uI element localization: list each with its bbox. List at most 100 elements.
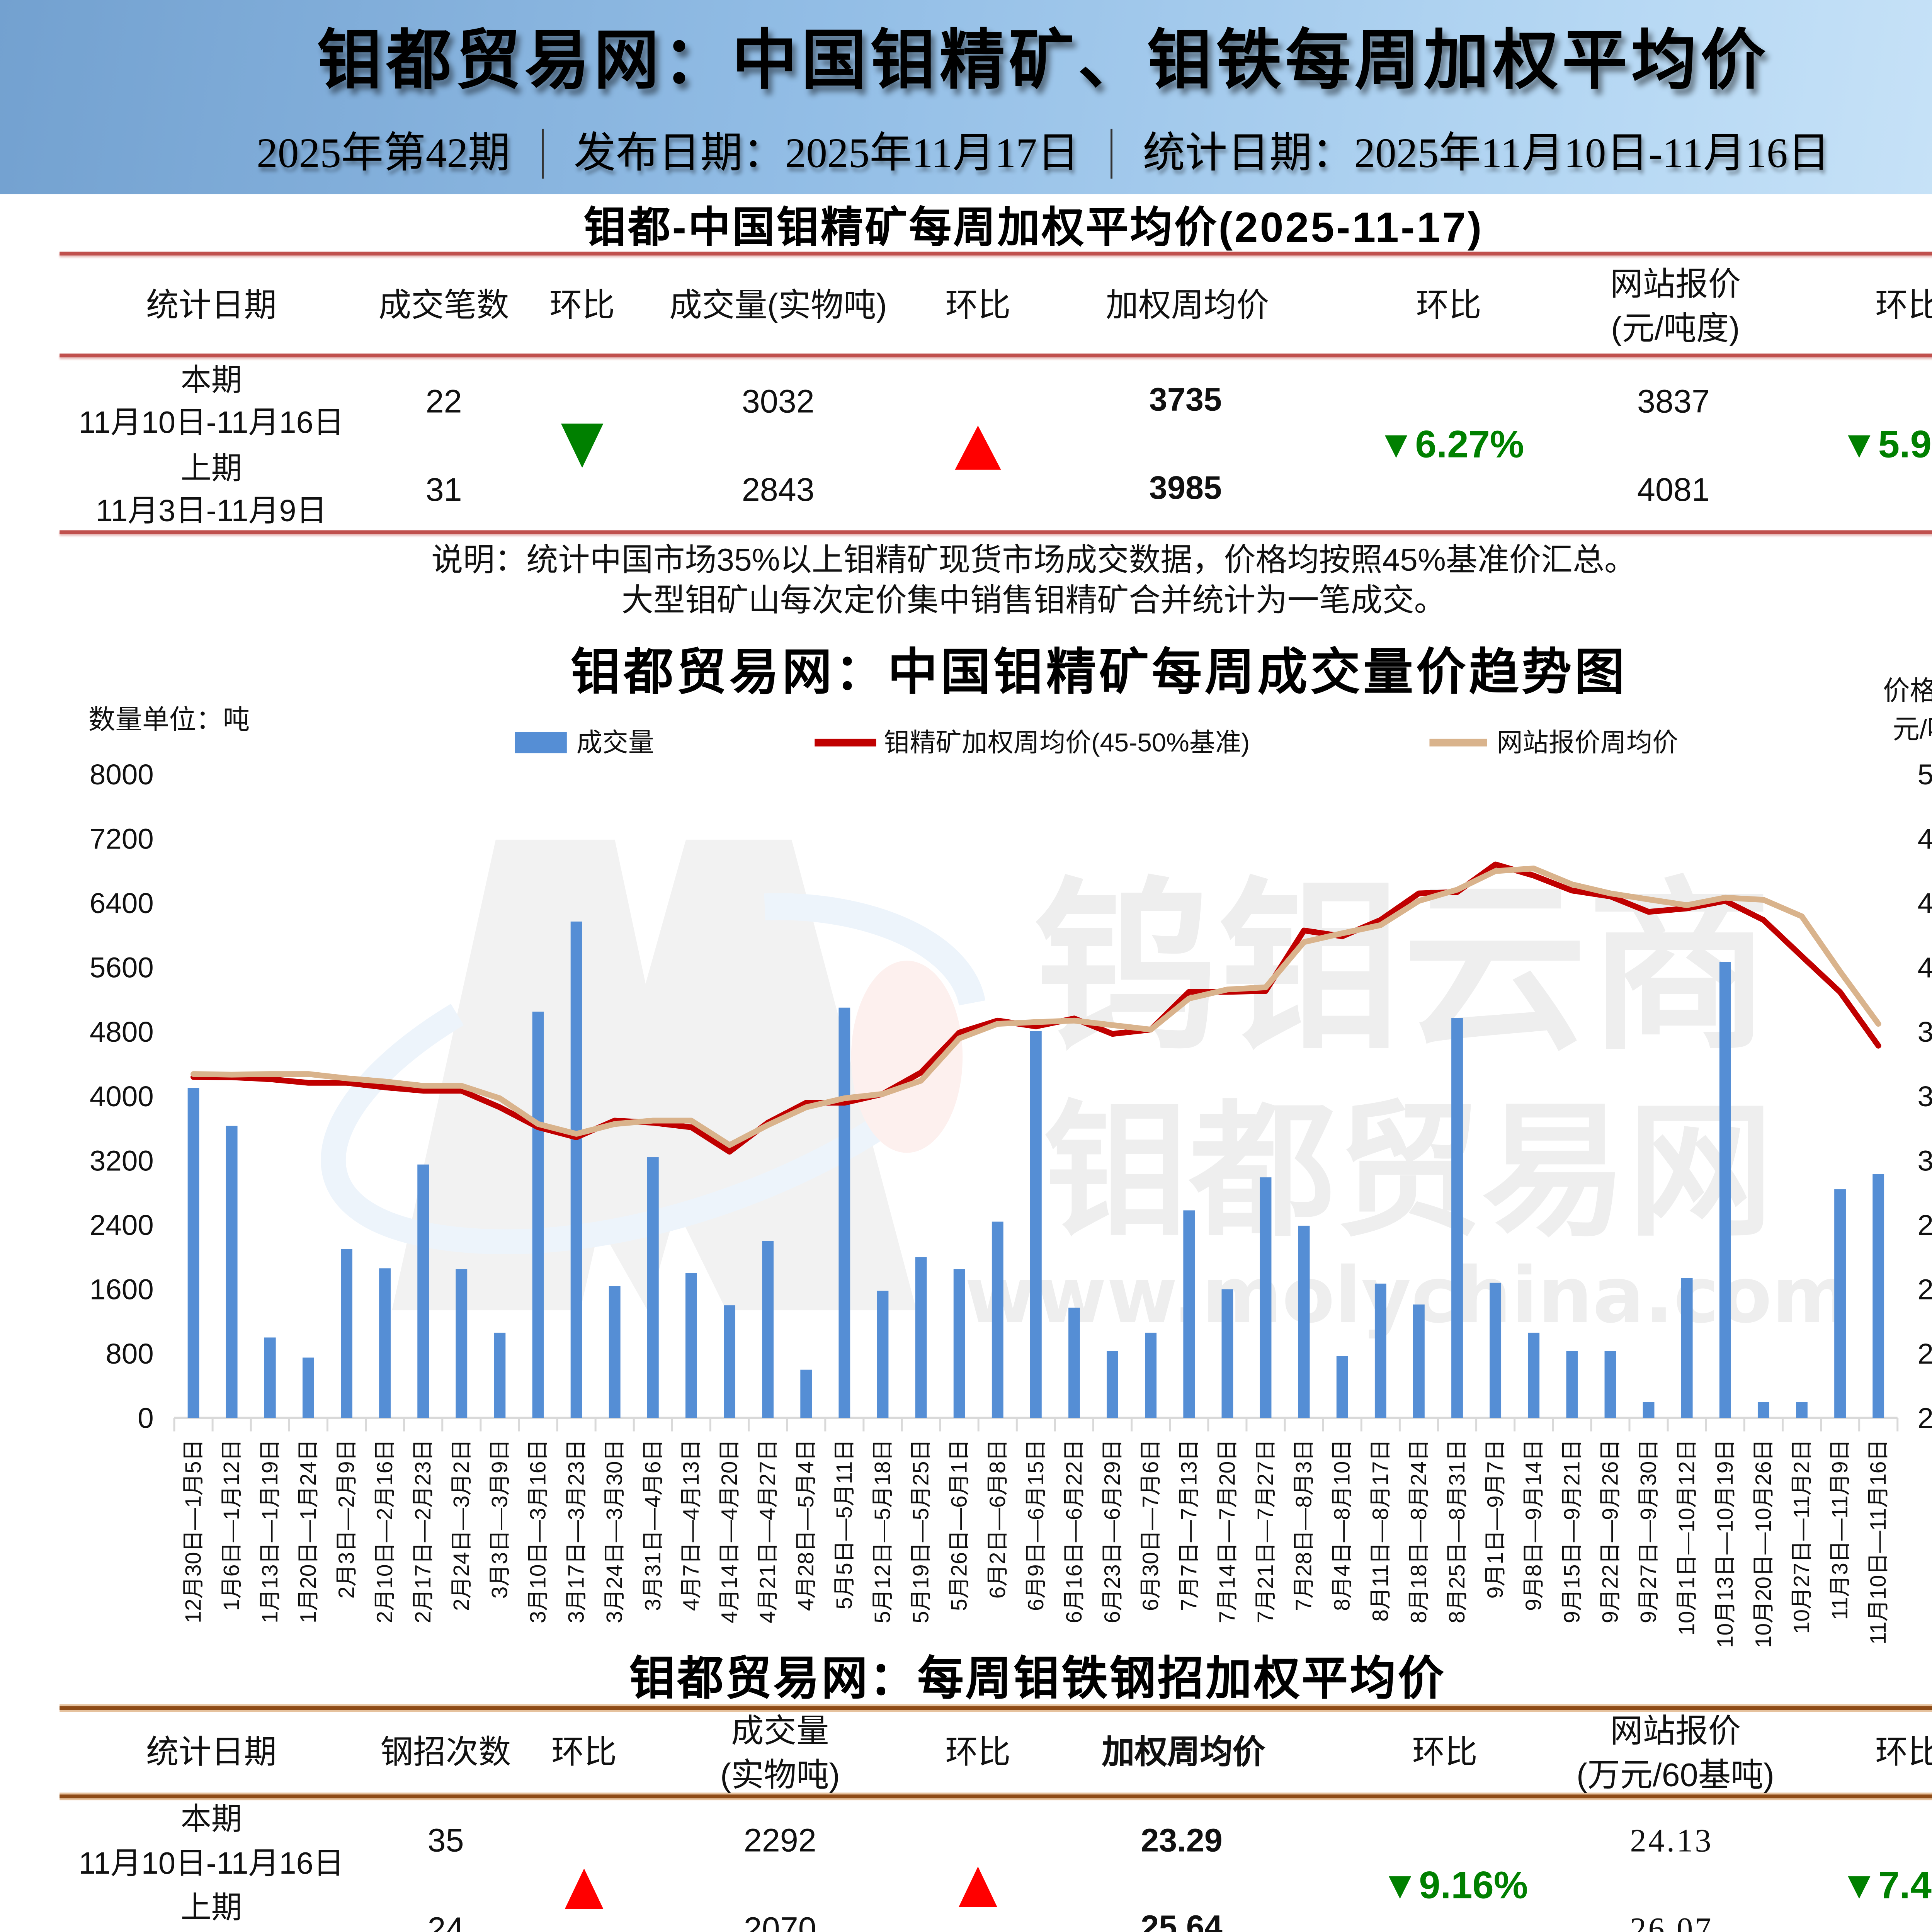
y2-axis-tick-label: 3200 xyxy=(1917,1144,1932,1177)
watermark: 钨钼云商 钼都贸易网 www.molychina.com xyxy=(321,839,1852,1340)
bar xyxy=(1604,1351,1616,1418)
x-axis-tick-label: 9月22日—9月26日 xyxy=(1598,1439,1622,1623)
y-axis-tick-label: 6400 xyxy=(90,887,154,919)
concentrate-note-1: 说明：统计中国市场35%以上钼精矿现货市场成交数据，价格均按照45%基准价汇总。 xyxy=(431,543,1636,578)
left-axis-unit: 数量单位：吨 xyxy=(88,704,250,735)
avg-price-change: ▼9.16% xyxy=(1381,1866,1528,1908)
bar xyxy=(570,921,582,1418)
x-axis-tick-label: 3月17日—3月23日 xyxy=(564,1439,589,1623)
bar xyxy=(1719,962,1731,1418)
bar xyxy=(1068,1308,1080,1418)
previous-site-price: 4081 xyxy=(1637,472,1710,509)
bar xyxy=(800,1369,812,1418)
current-count: 22 xyxy=(425,383,462,420)
y-axis-tick-label: 2400 xyxy=(90,1209,154,1241)
x-axis-tick-label: 9月15日—9月21日 xyxy=(1560,1439,1584,1623)
x-axis-tick-label: 5月5日—5月11日 xyxy=(832,1439,857,1609)
bar xyxy=(1221,1289,1233,1418)
y2-axis-tick-label: 2300 xyxy=(1917,1337,1932,1370)
bar xyxy=(685,1273,697,1418)
col-header-site-price: 网站报价 xyxy=(1610,266,1741,303)
row-current-label: 本期 xyxy=(180,1804,242,1837)
y2-axis-tick-label: 4700 xyxy=(1917,822,1932,855)
bar xyxy=(1490,1282,1502,1418)
bar xyxy=(1030,1031,1042,1418)
row-current-label: 本期 xyxy=(180,365,242,398)
x-axis-tick-label: 3月10日—3月16日 xyxy=(526,1439,551,1623)
y-axis-tick-label: 3200 xyxy=(90,1144,154,1177)
bar xyxy=(494,1332,506,1418)
previous-count: 24 xyxy=(427,1911,464,1932)
table-rule-top xyxy=(60,1706,1932,1710)
price-line xyxy=(190,866,1881,1148)
x-axis-tick-label: 10月27日—11月2日 xyxy=(1789,1439,1814,1634)
y-axis-tick-label: 4000 xyxy=(90,1080,154,1112)
watermark-url: www.molychina.com xyxy=(965,1250,1852,1340)
x-axis-tick-label: 2月3日—2月9日 xyxy=(334,1439,359,1599)
watermark-swoosh-icon xyxy=(321,1003,911,1255)
legend-label-site-price: 网站报价周均价 xyxy=(1497,728,1678,757)
x-axis-tick-label: 11月3日—11月9日 xyxy=(1828,1439,1852,1620)
col-header-date: 统计日期 xyxy=(146,287,277,324)
y-axis-tick-label: 1600 xyxy=(90,1273,154,1305)
bar xyxy=(838,1007,850,1418)
y2-axis-tick-label: 3500 xyxy=(1917,1080,1932,1112)
col-header-site-price: 网站报价 xyxy=(1610,1713,1741,1750)
bar xyxy=(1374,1283,1386,1418)
row-previous-label: 上期 xyxy=(180,1893,242,1926)
col-header-count-change: 环比 xyxy=(551,1734,617,1771)
ferro-table-title: 钼都贸易网：每周钼铁钢招加权平均价 xyxy=(629,1654,1446,1706)
y-axis-tick-label: 800 xyxy=(105,1337,153,1370)
bar xyxy=(302,1357,314,1418)
previous-volume: 2843 xyxy=(742,472,815,509)
col-header-volume-change: 环比 xyxy=(945,1734,1011,1771)
bar xyxy=(1298,1225,1310,1418)
x-axis-tick-label: 7月28日—8月3日 xyxy=(1292,1439,1316,1611)
col-header-volume: 成交量(实物吨) xyxy=(669,287,887,324)
bar xyxy=(1566,1351,1578,1418)
report-subtitle: 2025年第42期 发布日期：2025年11月17日 统计日期：2025年11月… xyxy=(0,127,1932,180)
bar xyxy=(379,1268,391,1418)
price-line xyxy=(190,861,1881,1155)
bar xyxy=(915,1257,927,1418)
current-volume: 2292 xyxy=(743,1823,816,1859)
y2-axis-tick-label: 2600 xyxy=(1917,1273,1932,1305)
x-axis-tick-label: 1月6日—1月12日 xyxy=(219,1439,244,1611)
bar xyxy=(532,1012,544,1418)
x-axis-tick-label: 2月10日—2月16日 xyxy=(372,1439,397,1623)
watermark-dot-icon xyxy=(851,961,963,1153)
bar-series xyxy=(187,921,1884,1418)
current-count: 35 xyxy=(427,1823,464,1859)
col-header-site-price-unit: (元/吨度) xyxy=(1611,310,1740,347)
x-axis-tick-label: 5月12日—5月18日 xyxy=(870,1439,895,1623)
bar xyxy=(1451,1018,1463,1418)
site-price-change: ▼5.98% xyxy=(1840,424,1932,467)
concentrate-note-2: 大型钼矿山每次定价集中销售钼精矿合并统计为一笔成交。 xyxy=(621,584,1446,619)
x-axis-tick-label: 3月31日—4月6日 xyxy=(641,1439,665,1611)
legend-label-weighted-price: 钼精矿加权周均价(45-50%基准) xyxy=(884,728,1250,757)
y-axis-tick-label: 8000 xyxy=(90,758,154,791)
x-axis-tick-label: 5月26日—6月1日 xyxy=(947,1439,972,1611)
bar xyxy=(1528,1332,1540,1418)
x-axis-tick-label: 10月1日—10月12日 xyxy=(1675,1439,1699,1635)
x-axis-tick-label: 4月14日—4月20日 xyxy=(717,1439,742,1623)
bar xyxy=(417,1164,429,1418)
legend-swatch-volume xyxy=(515,732,567,753)
x-axis-tick-label: 9月1日—9月7日 xyxy=(1483,1439,1508,1599)
bar xyxy=(1107,1351,1118,1418)
x-axis-tick-label: 12月30日—1月5日 xyxy=(181,1439,206,1623)
stat-period: 统计日期：2025年11月10日-11月16日 xyxy=(1143,129,1830,177)
watermark-brand: 钨钼云商 xyxy=(1034,861,1771,1075)
bar xyxy=(1145,1332,1157,1418)
right-axis-unit-label: 价格单位 xyxy=(1883,675,1932,706)
y2-axis-tick-label: 4400 xyxy=(1917,887,1932,919)
col-header-avg-price-change: 环比 xyxy=(1412,1734,1478,1771)
bar xyxy=(953,1269,965,1418)
current-avg-price: 23.29 xyxy=(1141,1823,1223,1859)
table-rule-header xyxy=(60,1794,1932,1799)
col-header-avg-price: 加权周均价 xyxy=(1102,1734,1265,1771)
avg-price-change: ▼6.27% xyxy=(1377,424,1524,467)
x-axis-tick-label: 8月4日—8月10日 xyxy=(1330,1439,1355,1611)
bar xyxy=(341,1249,352,1418)
col-header-count: 成交笔数 xyxy=(378,287,509,324)
